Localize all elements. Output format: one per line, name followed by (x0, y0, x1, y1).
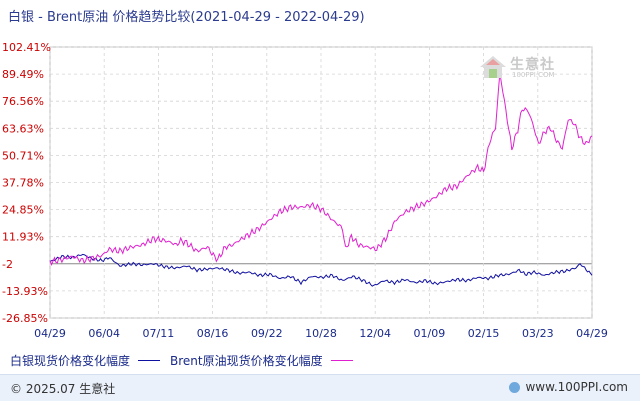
y-tick-label: 76.56% (2, 95, 44, 108)
x-tick-label: 06/04 (88, 327, 120, 340)
y-tick-label: -26.85% (2, 312, 48, 325)
x-tick-label: 09/22 (251, 327, 283, 340)
x-axis-labels: 04/29 06/04 07/11 08/16 09/22 10/28 12/04 01/09… (34, 327, 608, 340)
series-line-brent (49, 72, 593, 266)
y-tick-label: 89.49% (2, 68, 44, 81)
legend-swatch-silver (138, 360, 161, 361)
legend-swatch-brent (330, 360, 353, 361)
x-tick-label: 04/29 (576, 327, 608, 340)
x-tick-label: 03/23 (522, 327, 554, 340)
chart-title: 白银 - Brent原油 价格趋势比较(2021-04-29 - 2022-04… (8, 10, 365, 25)
y-tick-label: 11.93% (2, 231, 44, 244)
watermark-logo: 生意社 100PPI.COM (478, 54, 578, 82)
x-tick-label: 01/09 (414, 327, 446, 340)
x-tick-label: 10/28 (305, 327, 337, 340)
y-tick-label: 102.41% (2, 41, 51, 54)
x-tick-label: 07/11 (143, 327, 175, 340)
x-tick-label: 12/04 (359, 327, 391, 340)
y-tick-label: 50.71% (2, 149, 44, 162)
series-lines (49, 72, 593, 287)
y-tick-label: 24.85% (2, 204, 44, 217)
watermark-name: 生意社 (510, 57, 555, 73)
x-tick-label: 02/15 (468, 327, 500, 340)
y-tick-label: 63.63% (2, 122, 44, 135)
footer-bar: © 2025.07 生意社 www.100PPI.com (0, 374, 640, 401)
y-tick-label: 37.78% (2, 177, 44, 190)
legend-label-brent: Brent原油现货价格变化幅度 (170, 354, 323, 368)
grid (49, 46, 593, 319)
house-icon (480, 56, 506, 78)
x-tick-label: 08/16 (197, 327, 229, 340)
footer-site-link[interactable]: www.100PPI.com (525, 380, 628, 394)
legend: 白银现货价格变化幅度 Brent原油现货价格变化幅度 (10, 352, 363, 369)
y-tick-label: -2 (2, 258, 13, 271)
footer-site[interactable]: www.100PPI.com (509, 380, 628, 394)
legend-label-silver: 白银现货价格变化幅度 (10, 354, 131, 368)
series-line-silver (49, 253, 593, 287)
footer-copyright: © 2025.07 生意社 (10, 382, 116, 396)
y-axis-labels: 102.41% 89.49% 76.56% 63.63% 50.71% 37.78% 24.… (2, 41, 51, 325)
x-tick-label: 04/29 (34, 327, 66, 340)
y-tick-label: -13.93% (2, 285, 48, 298)
watermark-sub: 100PPI.COM (512, 71, 555, 79)
globe-icon (509, 381, 521, 393)
